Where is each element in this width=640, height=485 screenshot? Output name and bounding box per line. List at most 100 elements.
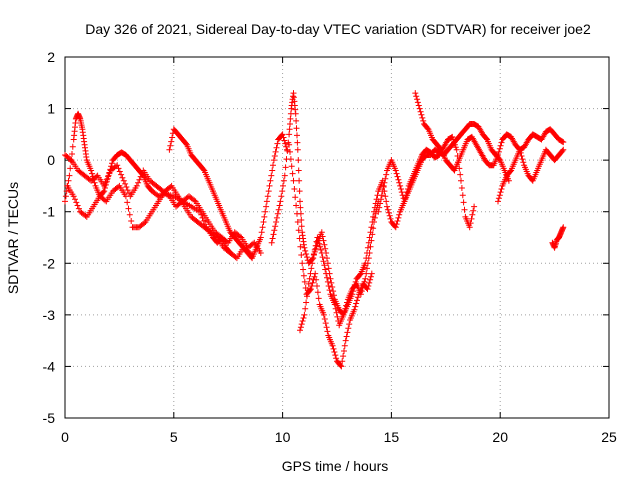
data-point (124, 199, 131, 206)
data-point (257, 250, 264, 256)
data-point (314, 289, 321, 296)
data-point (167, 142, 174, 149)
data-point (333, 309, 340, 316)
data-point (271, 227, 278, 234)
data-point (105, 173, 112, 180)
data-point (141, 220, 148, 227)
data-point (293, 117, 300, 124)
data-point (313, 242, 320, 249)
data-point (269, 235, 276, 242)
data-point (259, 224, 266, 231)
data-point (297, 327, 303, 334)
data-point (495, 152, 501, 158)
data-point (309, 279, 316, 286)
chart-title: Day 326 of 2021, Sidereal Day-to-day VTE… (85, 21, 591, 37)
data-point (351, 285, 357, 291)
data-point (365, 283, 372, 289)
data-point (267, 177, 274, 184)
data-point (330, 288, 337, 295)
x-axis-label: GPS time / hours (282, 458, 389, 474)
data-point (378, 196, 384, 203)
data-point (338, 363, 345, 370)
data-point (302, 305, 309, 312)
data-point (412, 90, 419, 97)
data-point (496, 145, 503, 152)
data-point (369, 219, 376, 225)
data-point (261, 213, 268, 220)
data-point (382, 175, 389, 182)
data-point (497, 142, 504, 149)
data-point (136, 176, 143, 183)
data-point (287, 115, 294, 122)
data-point (352, 278, 359, 285)
data-point (460, 199, 467, 206)
data-point (294, 210, 300, 217)
data-point (270, 231, 277, 238)
data-point (302, 247, 309, 254)
data-point (191, 197, 198, 204)
data-point (293, 125, 300, 132)
data-point (420, 117, 427, 124)
data-point (272, 148, 279, 155)
data-point (367, 273, 374, 280)
data-point (72, 196, 78, 203)
y-tick-label: 2 (47, 49, 55, 65)
data-point (257, 234, 264, 241)
data-point (414, 96, 421, 103)
data-point (367, 276, 374, 283)
data-point (278, 193, 285, 200)
data-point (282, 140, 289, 147)
data-point (279, 131, 286, 138)
data-point (322, 320, 329, 327)
x-tick-label: 20 (492, 429, 508, 445)
data-point (471, 203, 478, 210)
data-point (331, 349, 338, 355)
y-tick-label: -2 (43, 255, 56, 271)
data-point (73, 199, 80, 206)
data-point (396, 179, 403, 186)
data-point (354, 297, 360, 304)
data-point (395, 176, 402, 183)
data-point (298, 217, 305, 223)
data-point (495, 148, 502, 155)
data-point (62, 193, 69, 200)
data-point (294, 139, 301, 146)
x-tick-label: 0 (61, 429, 69, 445)
data-point (317, 246, 324, 253)
data-point (351, 306, 358, 313)
data-point (124, 187, 131, 194)
data-point (366, 234, 373, 241)
data-point (67, 165, 74, 172)
data-point (419, 114, 426, 121)
data-point (313, 276, 320, 283)
data-point (321, 241, 328, 248)
data-point (364, 286, 371, 293)
data-point (331, 292, 337, 299)
data-point (299, 260, 306, 267)
data-point (290, 177, 297, 184)
data-point (560, 146, 567, 153)
data-point (495, 195, 502, 202)
data-point (396, 211, 403, 218)
data-point (223, 238, 230, 245)
data-point (288, 163, 295, 170)
data-point (287, 121, 293, 127)
data-point (137, 173, 144, 180)
data-point (308, 283, 315, 289)
y-tick-label: -4 (43, 358, 56, 374)
data-point (326, 287, 333, 294)
data-point (340, 353, 347, 360)
data-marks (62, 90, 567, 370)
data-point (306, 275, 313, 282)
data-point (114, 162, 121, 169)
data-point (520, 159, 527, 166)
data-point (323, 324, 330, 331)
data-point (263, 203, 270, 210)
data-point (297, 204, 304, 211)
data-point (518, 153, 525, 159)
data-point (280, 182, 286, 189)
data-point (264, 193, 271, 200)
data-point (262, 208, 269, 215)
data-point (282, 164, 289, 171)
data-point (63, 188, 70, 195)
